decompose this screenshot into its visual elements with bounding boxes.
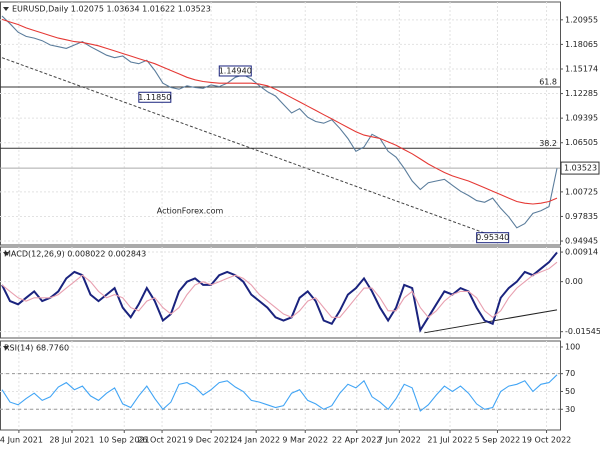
x-tick-label: 22 Apr 2022 — [332, 436, 381, 445]
fib-label: 61.8 — [539, 78, 557, 87]
x-tick-label: 26 Oct 2021 — [137, 436, 186, 445]
x-tick-label: 28 Jul 2021 — [49, 436, 94, 445]
y-tick-label: 0.94945 — [565, 237, 598, 246]
x-tick-label: 7 Jun 2022 — [378, 436, 421, 445]
series-line — [1, 15, 558, 229]
x-tick-label: 9 Mar 2022 — [282, 436, 328, 445]
x-tick-label: 19 Oct 2022 — [522, 436, 571, 445]
y-tick-label: 30 — [565, 405, 575, 414]
trend-line — [424, 309, 558, 334]
y-tick-label: -0.01545 — [565, 327, 600, 336]
title-marker — [3, 252, 9, 256]
x-tick-label: 24 Jan 2022 — [232, 436, 280, 445]
annotation-box — [476, 232, 510, 244]
y-tick-label: 0.00914 — [565, 248, 598, 257]
panel-frame — [0, 1, 561, 246]
title-marker — [3, 346, 9, 350]
trend-line — [1, 57, 501, 240]
x-tick-label: 5 Sep 2022 — [475, 436, 521, 445]
panel-frame — [0, 246, 561, 339]
watermark: ActionForex.com — [157, 206, 224, 215]
y-tick-label: 100 — [565, 342, 580, 351]
series-line — [1, 261, 558, 319]
last-price-box — [560, 161, 600, 175]
annotation-label: 0.95340 — [476, 233, 509, 242]
annotation-label: 1.14940 — [219, 66, 252, 75]
y-tick-label: 1.12285 — [565, 89, 598, 98]
last-price-label: 1.03523 — [564, 164, 597, 173]
panel-frame — [0, 340, 561, 431]
y-tick-label: 1.06505 — [565, 138, 598, 147]
y-tick-label: 1.20955 — [565, 15, 598, 24]
y-tick-label: 1.15174 — [565, 64, 598, 73]
y-tick-label: 1.09395 — [565, 114, 598, 123]
panel-title: EURUSD,Daily 1.02075 1.03634 1.01622 1.0… — [12, 5, 211, 14]
series-line — [1, 18, 558, 205]
x-tick-label: 14 Jun 2021 — [0, 436, 43, 445]
fib-label: 38.2 — [539, 139, 557, 148]
annotation-label: 1.11850 — [138, 93, 171, 102]
y-tick-label: 1.00725 — [565, 187, 598, 196]
y-tick-label: 1.18065 — [565, 40, 598, 49]
x-tick-label: 9 Dec 2021 — [188, 436, 234, 445]
x-tick-label: 21 Jul 2022 — [427, 436, 472, 445]
y-tick-label: 0.00 — [565, 277, 583, 286]
series-line — [1, 374, 558, 412]
annotation-box — [138, 91, 172, 103]
x-tick-label: 10 Sep 2021 — [99, 436, 150, 445]
y-tick-label: 70 — [565, 369, 575, 378]
title-marker — [3, 7, 9, 11]
panel-title: MACD(12,26,9) 0.008022 0.002843 — [4, 250, 146, 259]
panel-title: RSI(14) 68.7760 — [4, 344, 69, 353]
y-tick-label: 0.97835 — [565, 212, 598, 221]
y-tick-label: 50 — [565, 387, 575, 396]
series-line — [1, 251, 558, 333]
annotation-box — [218, 65, 252, 77]
